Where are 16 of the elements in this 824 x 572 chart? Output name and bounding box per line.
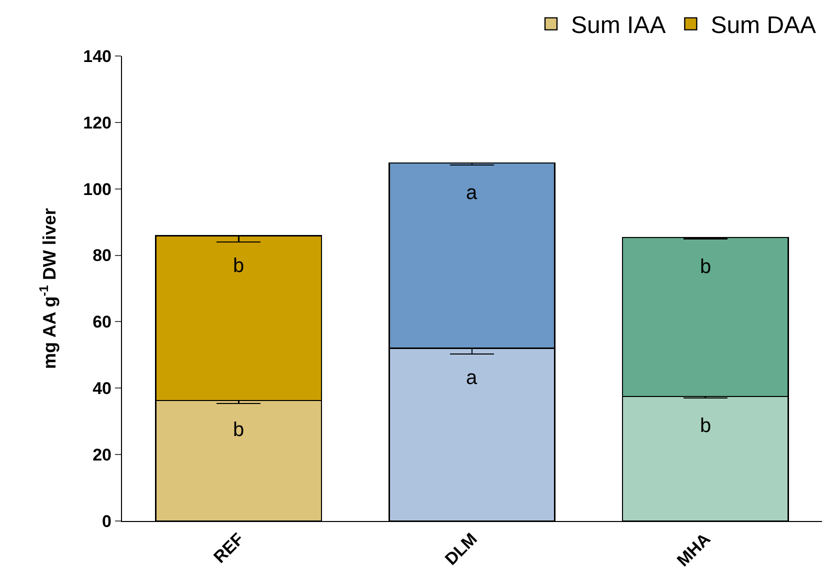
y-tick-label: 60	[92, 312, 112, 332]
y-tick-label: 80	[92, 246, 112, 266]
y-tick-label: 140	[83, 46, 112, 66]
legend-label: Sum DAA	[710, 12, 816, 40]
y-tick-label: 0	[102, 512, 112, 531]
annotation: b	[700, 415, 712, 437]
y-tick-label: 40	[92, 379, 112, 398]
annotation: b	[233, 419, 244, 441]
y-tick-label: 120	[83, 113, 112, 132]
y-tick-label: 20	[92, 446, 112, 465]
annotation: b	[233, 255, 244, 277]
y-tick-label: 100	[83, 180, 112, 199]
annotation: a	[466, 182, 478, 204]
annotation: a	[466, 367, 478, 389]
legend-label: Sum IAA	[571, 12, 666, 40]
annotation: b	[700, 256, 712, 278]
